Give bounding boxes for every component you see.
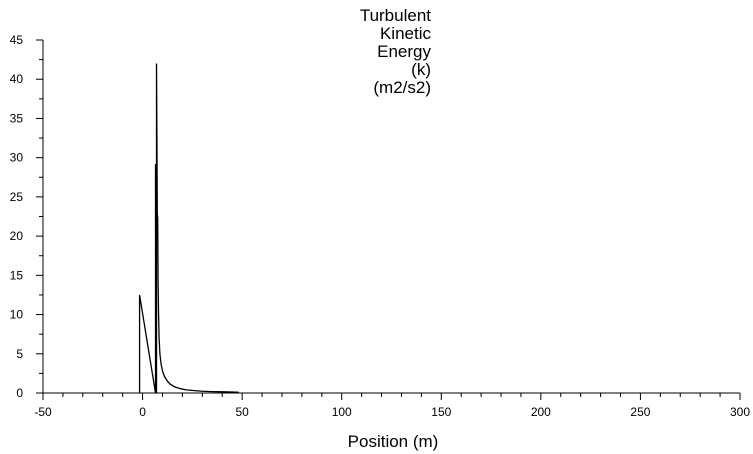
y-tick-label: 10 [10,308,24,322]
y-axis-title-line: (k) [411,60,431,79]
y-tick-label: 0 [16,386,23,400]
x-tick-label: 150 [431,405,451,419]
y-tick-label: 45 [10,33,24,47]
y-tick-label: 40 [10,72,24,86]
x-tick-label: 250 [630,405,650,419]
x-tick-label: 200 [531,405,551,419]
y-tick-label: 15 [10,268,24,282]
y-axis: 0 5 10 15 20 25 30 35 40 45 [10,33,44,400]
y-tick-label: 25 [10,190,24,204]
y-tick-label: 30 [10,151,24,165]
x-tick-label: 300 [730,405,750,419]
x-tick-label: 0 [139,405,146,419]
y-axis-title-line: (m2/s2) [373,78,431,97]
y-tick-label: 35 [10,111,24,125]
x-tick-label: -50 [34,405,52,419]
x-axis: -50 0 50 100 150 200 250 300 [34,392,750,419]
y-axis-title-line: Kinetic [380,24,432,43]
series-group [138,63,239,394]
x-tick-label: 100 [332,405,352,419]
x-axis-title: Position (m) [348,432,439,451]
y-axis-title-line: Energy [377,42,431,61]
y-axis-title-line: Turbulent [360,6,431,25]
x-tick-label: 50 [235,405,249,419]
series-line [138,63,239,394]
y-tick-label: 5 [16,347,23,361]
y-tick-label: 20 [10,229,24,243]
